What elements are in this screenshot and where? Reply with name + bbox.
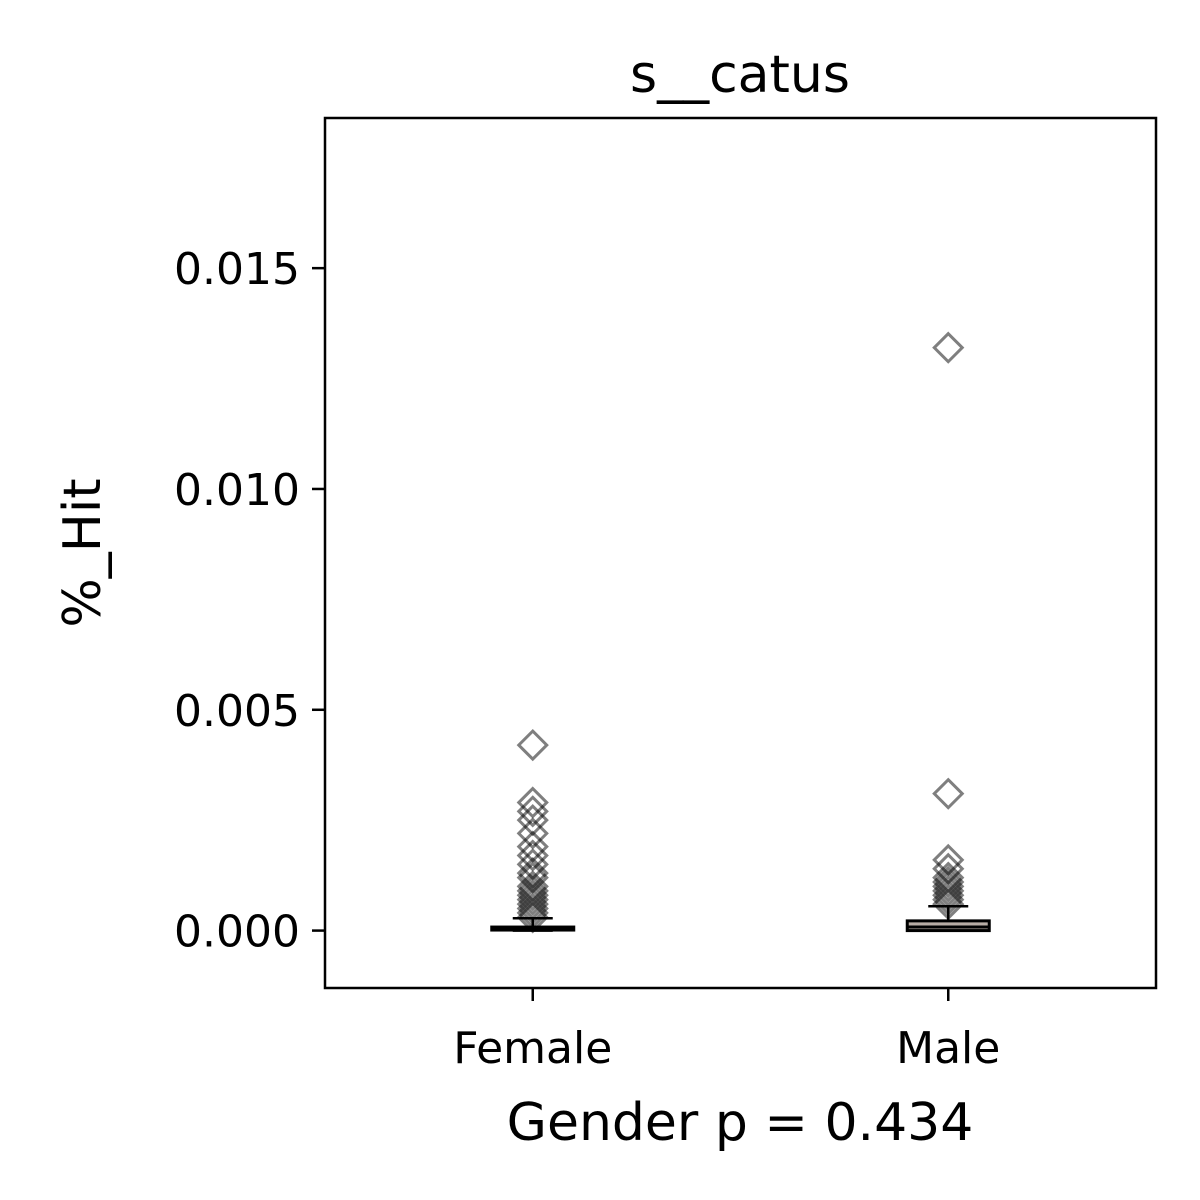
y-tick-label: 0.010 (174, 465, 300, 516)
outlier-point (932, 331, 965, 364)
outlier-point (516, 728, 549, 762)
y-tick-label: 0.015 (174, 244, 300, 295)
y-axis-label: %_Hit (53, 478, 113, 627)
outlier-point (932, 777, 965, 810)
outlier-point (516, 887, 549, 921)
outlier-point (516, 892, 549, 925)
outlier-point (516, 883, 549, 916)
outlier-point (516, 795, 549, 828)
outlier-point (516, 786, 549, 819)
outlier-point (932, 874, 965, 907)
y-tick-label: 0.005 (174, 686, 300, 737)
outlier-point (516, 901, 549, 934)
x-axis-label: Gender p = 0.434 (507, 1093, 974, 1153)
box-series (490, 905, 991, 933)
outlier-point (932, 870, 965, 903)
outlier-point (516, 879, 549, 912)
outlier-point (932, 887, 965, 921)
chart-title: s__catus (630, 45, 850, 105)
outlier-point (932, 883, 965, 916)
outlier-point (516, 817, 549, 850)
y-tick-label: 0.000 (174, 907, 300, 958)
x-tick-label: Female (453, 1023, 612, 1074)
y-axis: 0.000 0.005 0.010 0.015 (174, 244, 325, 958)
x-axis: Female Male (453, 988, 1000, 1074)
plot-area-frame (323, 116, 1158, 990)
outlier-point (932, 879, 965, 912)
outlier-point (516, 839, 549, 872)
outlier-point (516, 896, 549, 930)
outlier-points (516, 331, 965, 934)
x-tick-label: Male (896, 1023, 1000, 1074)
outlier-point (932, 865, 965, 899)
